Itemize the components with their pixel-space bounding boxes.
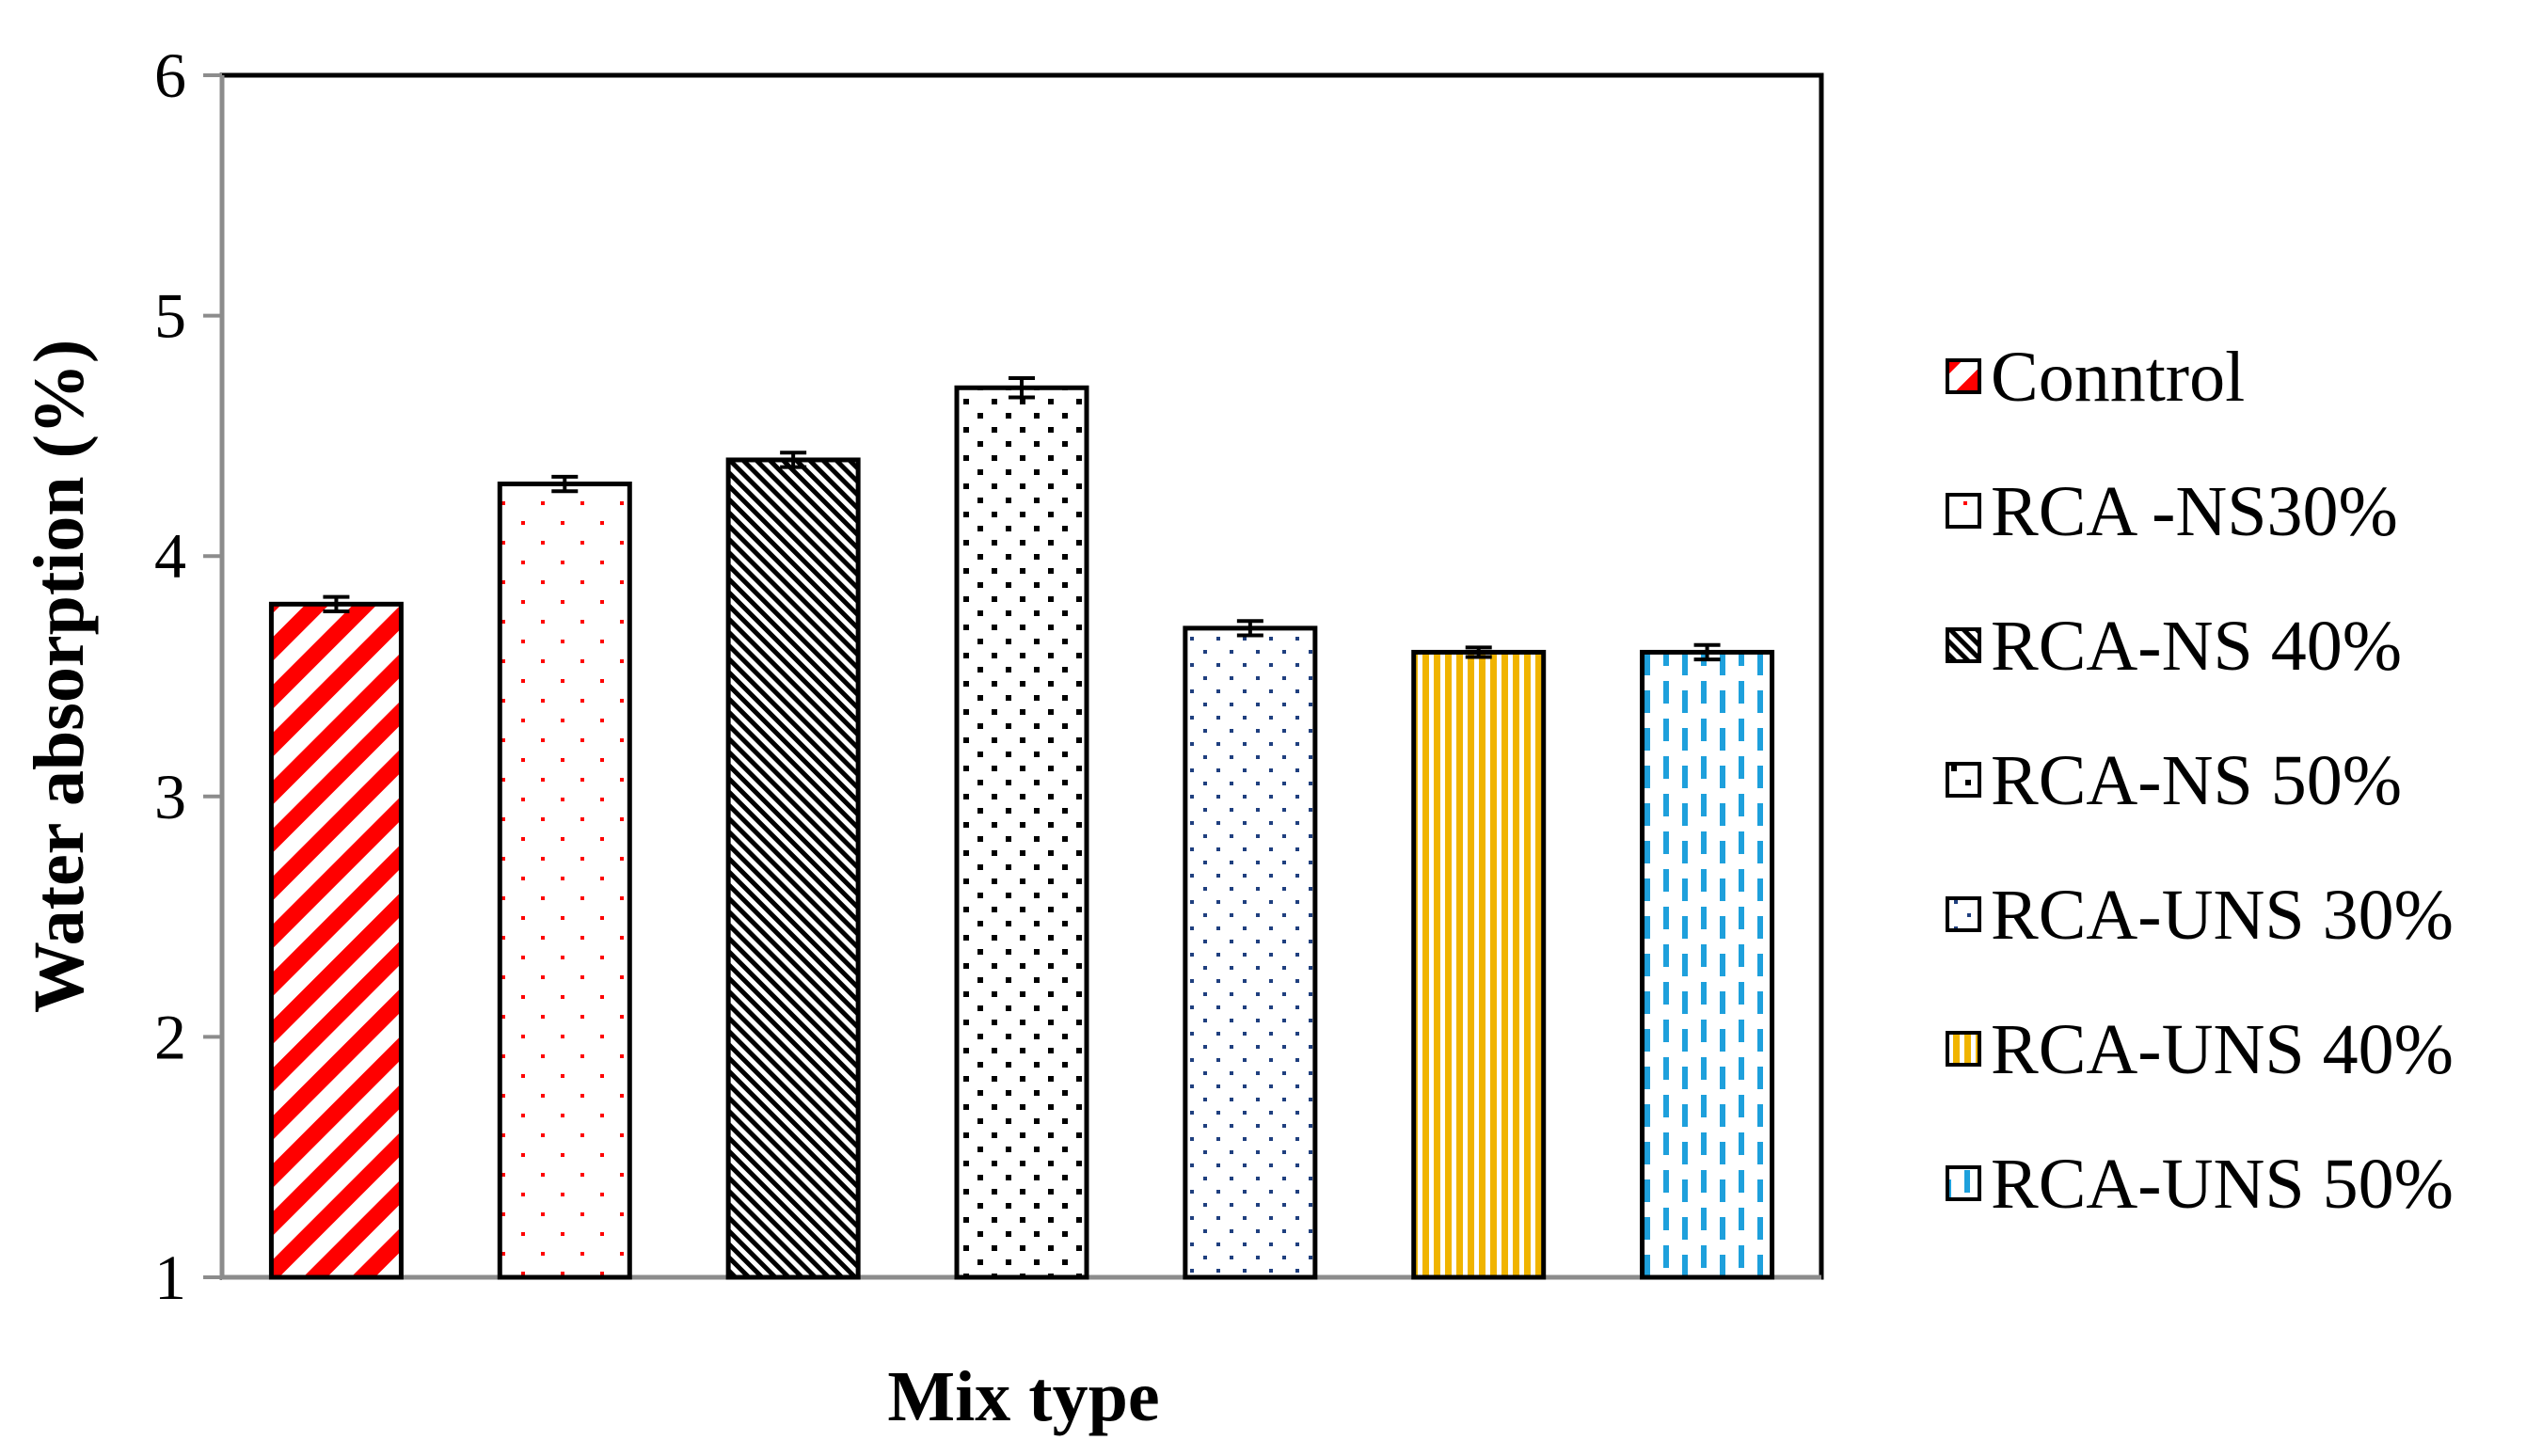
legend-label: RCA-UNS 50% [1991, 1145, 2454, 1224]
y-tick-label: 1 [154, 1242, 186, 1313]
legend-item: RCA -NS30% [1946, 472, 2398, 551]
legend-item: RCA-UNS 40% [1946, 1010, 2454, 1089]
legend-swatch [1946, 1165, 1981, 1201]
legend-item: RCA-NS 50% [1946, 741, 2402, 820]
bar-group [268, 385, 1775, 1280]
y-tick-label: 6 [154, 40, 186, 111]
legend-label: RCA -NS30% [1991, 472, 2398, 551]
bar-5 [1183, 625, 1318, 1280]
legend-label: Conntrol [1991, 338, 2245, 417]
y-tick-label: 2 [154, 1001, 186, 1072]
legend-label: RCA-UNS 40% [1991, 1010, 2454, 1089]
error-bar-6 [1465, 645, 1492, 659]
legend-swatch [1946, 358, 1981, 394]
legend-swatch [1946, 762, 1981, 798]
bar-6 [1411, 649, 1547, 1280]
legend-item: RCA-UNS 50% [1946, 1145, 2454, 1224]
y-tick-label: 5 [154, 280, 186, 352]
y-axis-title: Water absorption (%) [20, 340, 99, 1013]
legend-swatch [1946, 1031, 1981, 1067]
legend-swatch [1946, 896, 1981, 932]
error-bar-group [323, 376, 1721, 662]
legend-item: Conntrol [1946, 338, 2245, 417]
y-tick-group: 1 2 3 4 5 6 [154, 40, 222, 1313]
legend: Conntrol RCA -NS30% RCA-NS 40% RCA-NS 50% RC… [1946, 338, 2454, 1224]
bar-3 [725, 457, 861, 1280]
y-tick-label: 4 [154, 520, 186, 592]
x-axis-title: Mix type [887, 1357, 1159, 1436]
legend-label: RCA-NS 40% [1991, 607, 2402, 686]
legend-item: RCA-NS 40% [1946, 607, 2402, 686]
bar-1 [268, 601, 404, 1280]
bar-2 [497, 482, 632, 1280]
error-bar-3 [780, 451, 807, 469]
legend-item: RCA-UNS 30% [1946, 876, 2454, 955]
error-bar-5 [1236, 619, 1263, 638]
y-tick-label: 3 [154, 761, 186, 832]
error-bar-7 [1693, 642, 1721, 662]
error-bar-4 [1009, 376, 1035, 400]
bar-7 [1640, 649, 1775, 1280]
legend-label: RCA-UNS 30% [1991, 876, 2454, 955]
error-bar-1 [323, 594, 350, 613]
legend-label: RCA-NS 50% [1991, 741, 2402, 820]
bar-4 [954, 385, 1089, 1280]
error-bar-2 [551, 474, 579, 494]
legend-swatch [1946, 627, 1981, 663]
legend-swatch [1946, 493, 1981, 529]
